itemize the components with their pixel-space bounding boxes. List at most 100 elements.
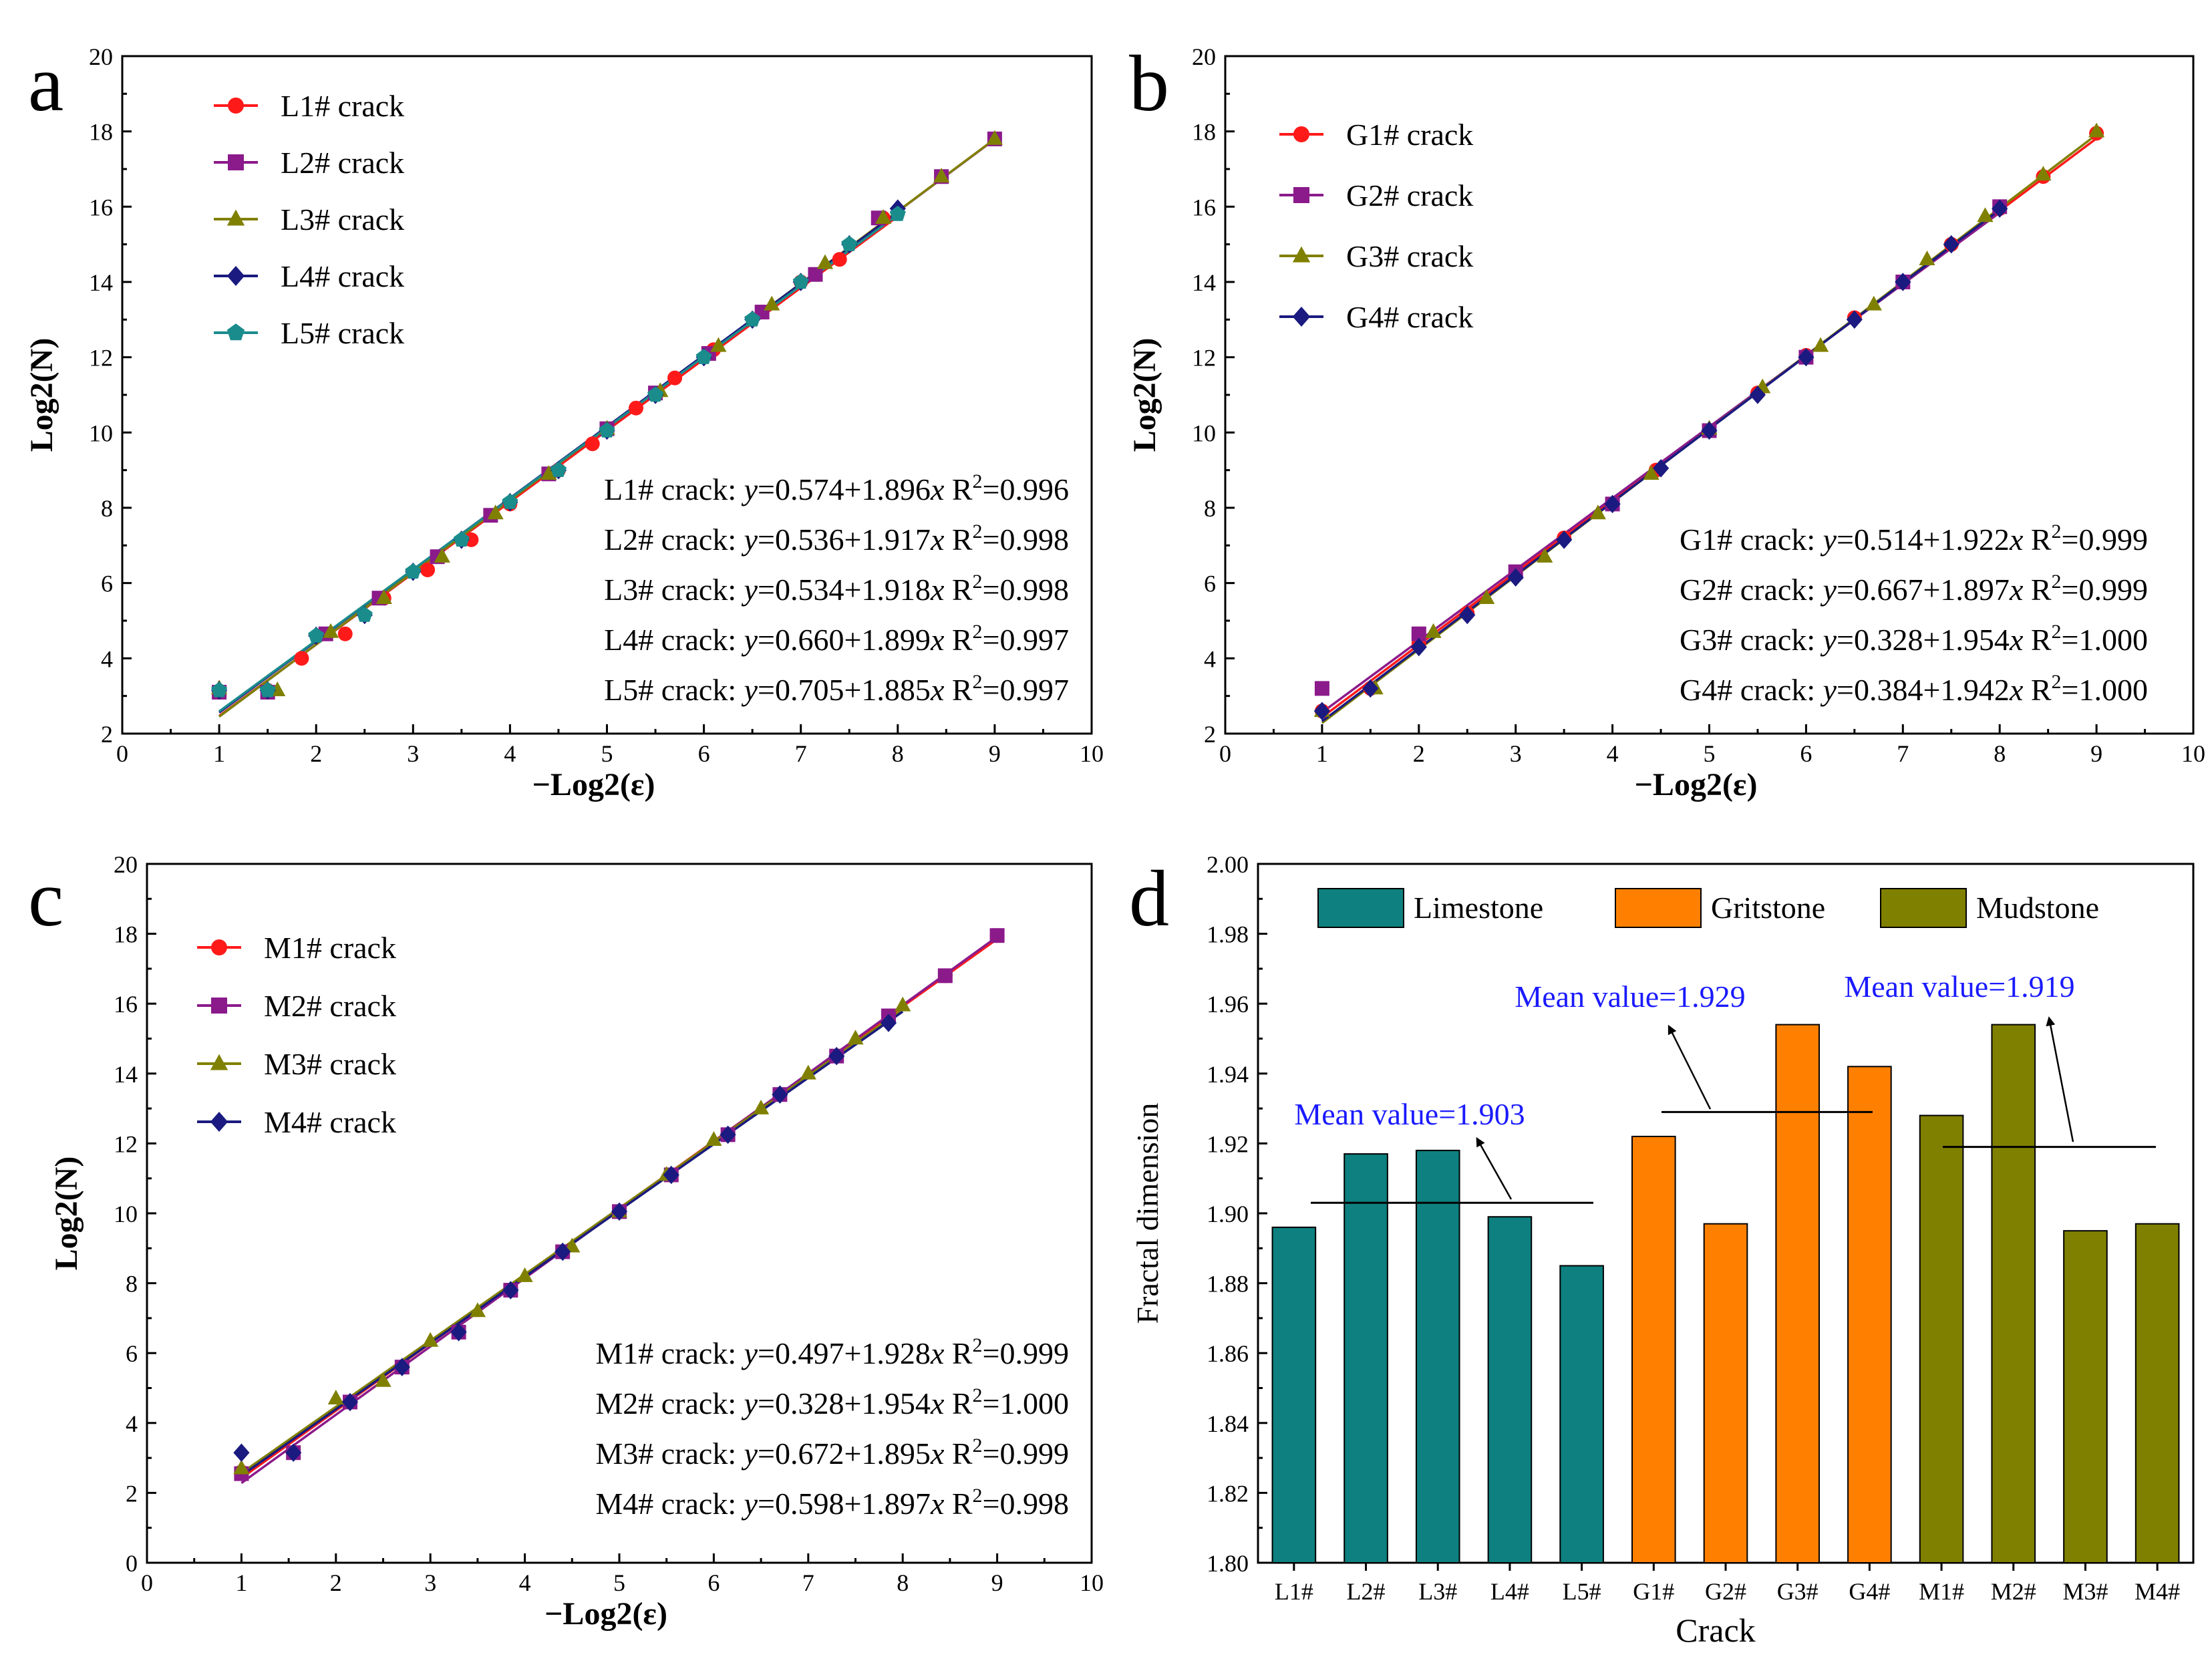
legend-label: G4# crack xyxy=(1346,300,1473,334)
y-tick-label: 18 xyxy=(89,119,113,146)
data-point xyxy=(1943,235,1959,254)
bar-g1 xyxy=(1631,1135,1676,1563)
data-point xyxy=(695,349,712,364)
legend-label: M2# crack xyxy=(264,989,396,1023)
equation-y: y xyxy=(742,1336,758,1370)
equation-r: R xyxy=(944,573,973,607)
x-tick-label: 9 xyxy=(2090,740,2102,767)
data-point xyxy=(550,462,567,477)
panel-letter: a xyxy=(28,39,63,128)
y-tick-label: 1.90 xyxy=(1207,1201,1249,1227)
data-point xyxy=(1643,465,1660,480)
equation-fit: =0.705+1.885 xyxy=(758,673,931,707)
y-tick-label: 4 xyxy=(126,1410,138,1437)
y-tick-label: 16 xyxy=(114,991,138,1018)
x-tick-label: 10 xyxy=(1080,1569,1104,1596)
equation-sup: 2 xyxy=(973,1485,983,1507)
data-point xyxy=(847,1030,864,1045)
x-axis-title: −Log2(ε) xyxy=(532,767,655,802)
equation-prefix: L2# crack: xyxy=(604,522,744,557)
data-point xyxy=(816,254,834,269)
data-point xyxy=(764,295,780,311)
equation-sup: 2 xyxy=(973,520,983,543)
data-point xyxy=(341,1392,359,1412)
data-point xyxy=(808,267,823,282)
y-tick-label: 4 xyxy=(1204,645,1216,672)
data-point xyxy=(393,1358,410,1376)
equation-sup: 2 xyxy=(2052,520,2062,543)
data-point xyxy=(667,370,683,386)
data-point xyxy=(1410,637,1427,657)
data-point xyxy=(356,606,373,622)
data-point xyxy=(1459,605,1476,625)
equation-x: x xyxy=(2009,522,2024,557)
mean-value-label: Mean value=1.919 xyxy=(1844,969,2074,1004)
data-point xyxy=(487,504,504,520)
equation-x: x xyxy=(2009,673,2024,707)
equation-r2: =0.997 xyxy=(983,623,1069,657)
x-tick-label: 2 xyxy=(330,1569,342,1596)
legend-marker xyxy=(210,1112,228,1132)
bar-m1 xyxy=(1919,1114,1964,1564)
legend-marker xyxy=(226,323,245,341)
y-tick-label: 16 xyxy=(89,194,113,220)
x-tick-label: 4 xyxy=(1607,740,1619,767)
data-point xyxy=(585,436,600,452)
equation-y: y xyxy=(742,623,758,657)
bar-g4 xyxy=(1847,1066,1892,1563)
bar-l3 xyxy=(1415,1149,1460,1563)
equation-y: y xyxy=(742,1487,758,1521)
equation-fit: =0.574+1.896 xyxy=(758,472,931,506)
x-tick-label: 10 xyxy=(2181,740,2205,767)
y-tick-label: 10 xyxy=(89,420,113,446)
data-point xyxy=(420,562,436,577)
x-tick-label: 5 xyxy=(1704,740,1716,767)
mean-arrow xyxy=(1476,1136,1513,1200)
x-tick-label: 6 xyxy=(698,740,710,767)
legend-label: Gritstone xyxy=(1711,891,1825,925)
fit-equation: L3# crack: y=0.534+1.918x R2=0.998 xyxy=(604,571,1069,607)
fit-equation: L2# crack: y=0.536+1.917x R2=0.998 xyxy=(604,520,1069,557)
x-tick-label: 3 xyxy=(424,1569,436,1596)
legend-marker xyxy=(1293,187,1309,203)
fit-equation: L4# crack: y=0.660+1.899x R2=0.997 xyxy=(604,621,1069,657)
y-tick-label: 8 xyxy=(1204,495,1216,522)
x-tick-label: L2# xyxy=(1347,1578,1386,1605)
y-tick-label: 2 xyxy=(126,1480,138,1507)
equation-sup: 2 xyxy=(973,470,983,492)
equation-fit: =0.384+1.942 xyxy=(1837,673,2010,707)
x-tick-label: 8 xyxy=(892,740,904,767)
equation-r: R xyxy=(2023,673,2052,707)
bar-l5 xyxy=(1559,1265,1604,1563)
equation-y: y xyxy=(742,673,758,707)
y-tick-label: 1.84 xyxy=(1207,1410,1249,1437)
data-point xyxy=(450,1323,467,1342)
equation-y: y xyxy=(1821,573,1837,607)
panel-c-fractal-fit: c0 1 2 3 4 5 6 7 8 9 1002468101214161820−Log2(ε)Lo… xyxy=(28,851,1104,1632)
legend-label: L4# crack xyxy=(281,259,404,293)
bar-g2 xyxy=(1703,1223,1748,1563)
equation-prefix: G4# crack: xyxy=(1680,673,1823,707)
equation-x: x xyxy=(930,1336,945,1370)
y-tick-label: 6 xyxy=(101,571,113,597)
data-point xyxy=(710,337,727,352)
equation-sup: 2 xyxy=(973,621,983,643)
legend-marker xyxy=(211,998,227,1014)
data-point xyxy=(1314,681,1329,696)
y-tick-label: 6 xyxy=(126,1340,138,1367)
x-tick-label: 4 xyxy=(504,740,516,767)
x-tick-label: 3 xyxy=(407,740,419,767)
y-tick-label: 14 xyxy=(89,269,113,296)
data-point xyxy=(800,1064,816,1080)
bar-g3 xyxy=(1775,1024,1820,1563)
y-axis-title: Log2(N) xyxy=(24,338,59,452)
panel-letter: d xyxy=(1129,854,1169,943)
y-tick-label: 20 xyxy=(114,851,138,878)
equation-r: R xyxy=(2023,623,2052,657)
data-point xyxy=(1992,199,2008,218)
y-tick-label: 12 xyxy=(114,1130,138,1157)
equation-fit: =0.598+1.897 xyxy=(758,1487,931,1521)
equation-r: R xyxy=(944,1336,973,1370)
data-point xyxy=(502,1281,519,1300)
data-point xyxy=(327,1390,344,1404)
